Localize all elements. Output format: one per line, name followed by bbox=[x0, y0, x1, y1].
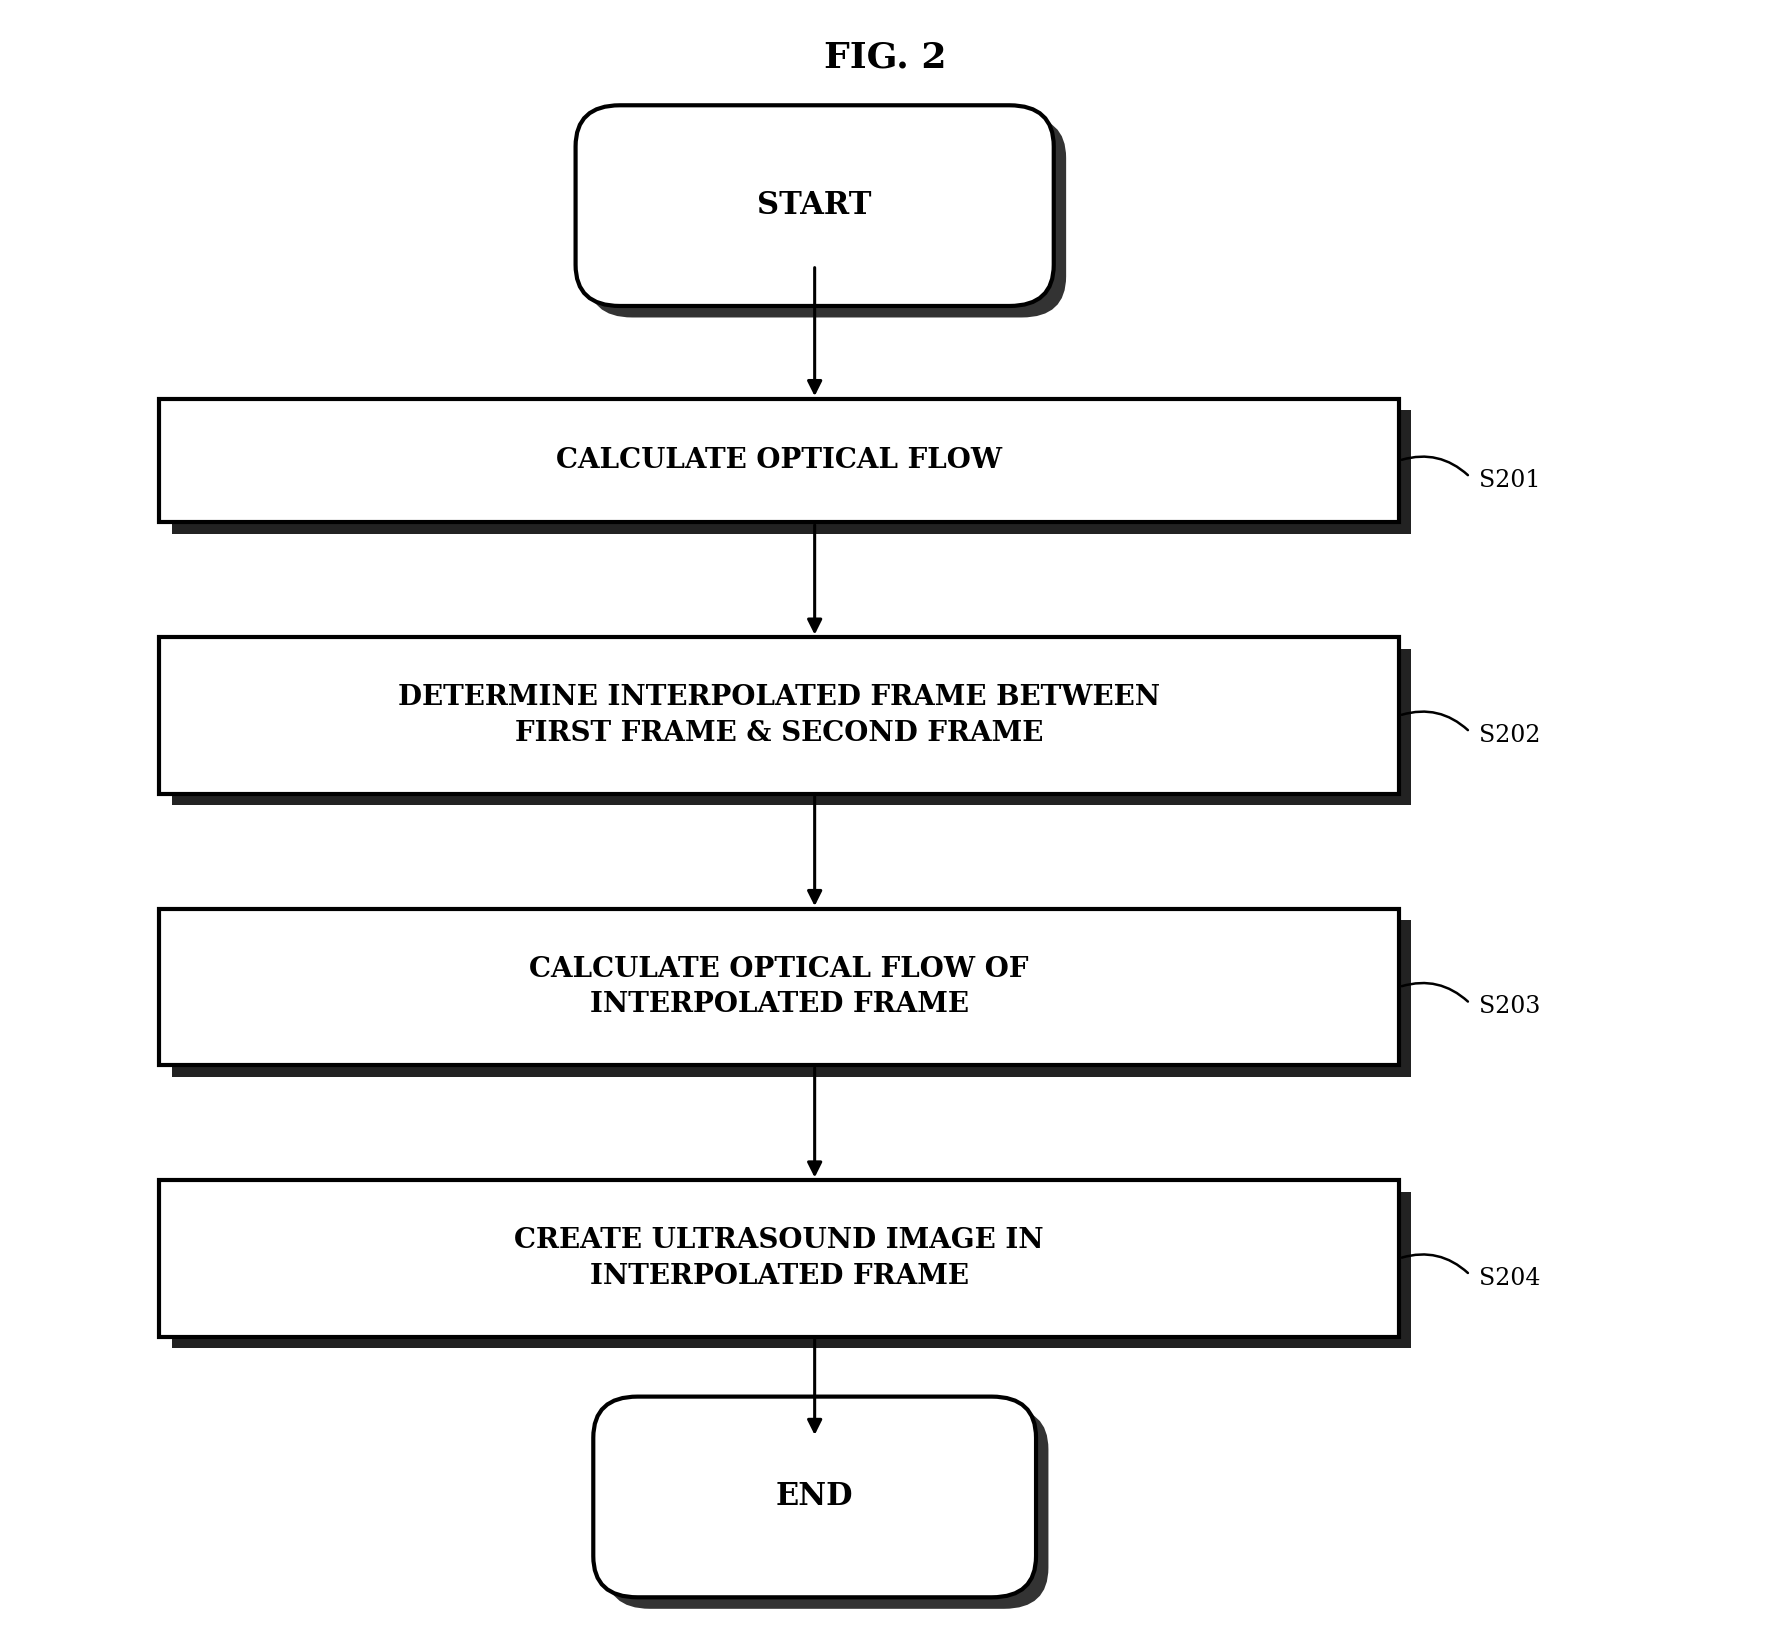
Bar bbox=[159, 398, 1399, 521]
FancyBboxPatch shape bbox=[593, 1397, 1036, 1597]
Bar bbox=[172, 650, 1411, 806]
Text: START: START bbox=[758, 191, 871, 220]
Bar bbox=[172, 1191, 1411, 1349]
Text: FIG. 2: FIG. 2 bbox=[824, 41, 947, 74]
Text: S201: S201 bbox=[1479, 469, 1541, 492]
FancyBboxPatch shape bbox=[576, 105, 1054, 306]
Text: DETERMINE INTERPOLATED FRAME BETWEEN
FIRST FRAME & SECOND FRAME: DETERMINE INTERPOLATED FRAME BETWEEN FIR… bbox=[398, 684, 1160, 747]
FancyBboxPatch shape bbox=[606, 1408, 1048, 1609]
Text: CREATE ULTRASOUND IMAGE IN
INTERPOLATED FRAME: CREATE ULTRASOUND IMAGE IN INTERPOLATED … bbox=[514, 1227, 1045, 1290]
Bar bbox=[159, 638, 1399, 795]
Text: CALCULATE OPTICAL FLOW OF
INTERPOLATED FRAME: CALCULATE OPTICAL FLOW OF INTERPOLATED F… bbox=[530, 956, 1029, 1018]
Bar bbox=[172, 920, 1411, 1076]
Bar bbox=[159, 1181, 1399, 1336]
Text: S203: S203 bbox=[1479, 995, 1541, 1018]
Text: S204: S204 bbox=[1479, 1267, 1541, 1290]
Bar bbox=[172, 410, 1411, 533]
Text: CALCULATE OPTICAL FLOW: CALCULATE OPTICAL FLOW bbox=[556, 447, 1002, 474]
Bar bbox=[159, 908, 1399, 1066]
FancyBboxPatch shape bbox=[588, 117, 1066, 317]
Text: END: END bbox=[776, 1482, 854, 1512]
Text: S202: S202 bbox=[1479, 724, 1541, 747]
